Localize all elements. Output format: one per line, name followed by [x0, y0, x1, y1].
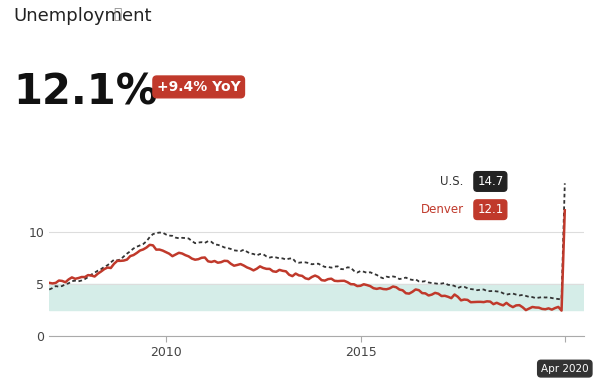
Bar: [49, 284, 584, 310]
Text: Denver: Denver: [421, 203, 464, 216]
Text: +9.4% YoY: +9.4% YoY: [157, 80, 240, 94]
Text: ⓘ: ⓘ: [114, 7, 122, 21]
Text: U.S.: U.S.: [440, 175, 464, 188]
Text: 12.1%: 12.1%: [14, 71, 158, 113]
Text: 12.1: 12.1: [477, 203, 504, 216]
Text: 14.7: 14.7: [477, 175, 504, 188]
Text: Apr 2020: Apr 2020: [541, 364, 589, 374]
Text: Unemployment: Unemployment: [14, 7, 152, 25]
